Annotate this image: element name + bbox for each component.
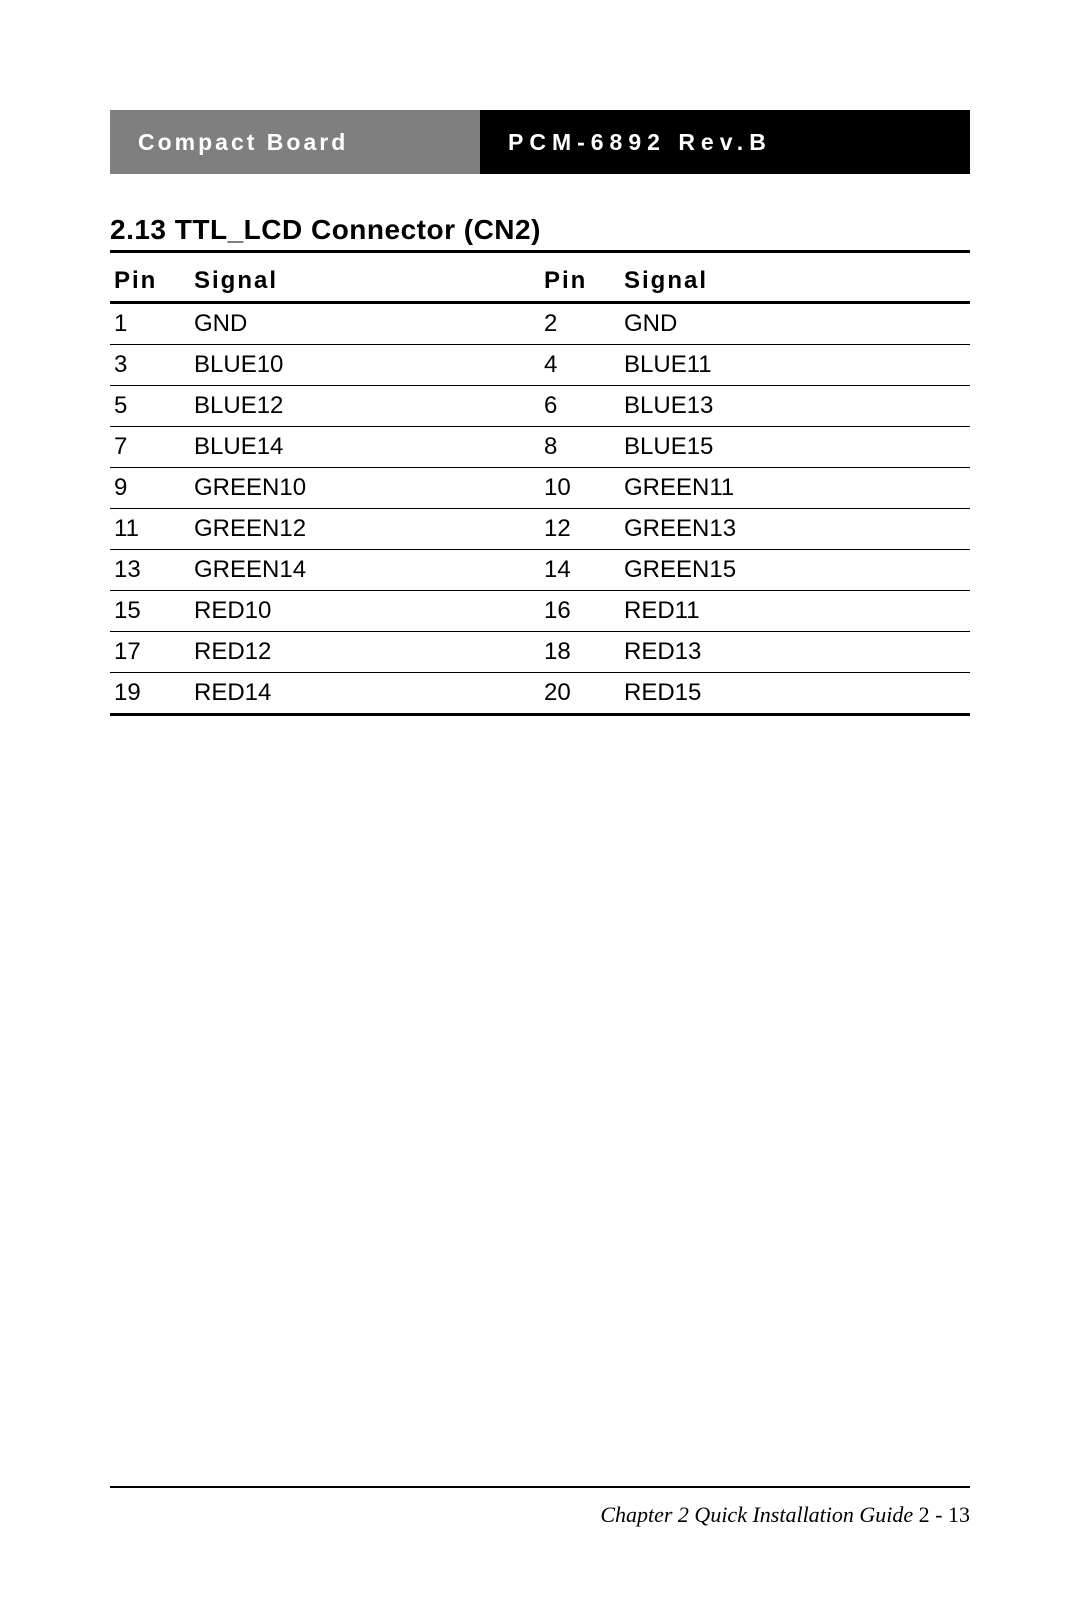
table-row: 15RED1016RED11 [110, 591, 970, 632]
col-header-signal-1: Signal [190, 261, 540, 303]
cell-pin: 7 [110, 427, 190, 468]
table-row: 7BLUE148BLUE15 [110, 427, 970, 468]
cell-pin: 18 [540, 632, 620, 673]
cell-pin: 1 [110, 303, 190, 345]
cell-pin: 9 [110, 468, 190, 509]
table-row: 17RED1218RED13 [110, 632, 970, 673]
col-header-pin-1: Pin [110, 261, 190, 303]
table-row: 3BLUE104BLUE11 [110, 345, 970, 386]
cell-signal: RED14 [190, 673, 540, 715]
cell-pin: 2 [540, 303, 620, 345]
footer: Chapter 2 Quick Installation Guide 2 - 1… [110, 1486, 970, 1528]
cell-signal: BLUE12 [190, 386, 540, 427]
cell-signal: GND [620, 303, 970, 345]
cell-signal: BLUE14 [190, 427, 540, 468]
cell-signal: BLUE10 [190, 345, 540, 386]
cell-signal: GREEN14 [190, 550, 540, 591]
table-header-row: Pin Signal Pin Signal [110, 261, 970, 303]
cell-pin: 6 [540, 386, 620, 427]
header-right: PCM-6892 Rev.B [480, 110, 970, 174]
cell-pin: 14 [540, 550, 620, 591]
cell-pin: 8 [540, 427, 620, 468]
cell-signal: GREEN15 [620, 550, 970, 591]
pin-table-body: 1GND2GND 3BLUE104BLUE11 5BLUE126BLUE13 7… [110, 303, 970, 715]
cell-pin: 19 [110, 673, 190, 715]
cell-pin: 20 [540, 673, 620, 715]
cell-pin: 3 [110, 345, 190, 386]
cell-signal: GREEN13 [620, 509, 970, 550]
table-row: 13GREEN1414GREEN15 [110, 550, 970, 591]
table-row: 11GREEN1212GREEN13 [110, 509, 970, 550]
cell-signal: BLUE15 [620, 427, 970, 468]
table-row: 5BLUE126BLUE13 [110, 386, 970, 427]
cell-signal: GND [190, 303, 540, 345]
cell-signal: BLUE11 [620, 345, 970, 386]
table-row: 19RED1420RED15 [110, 673, 970, 715]
cell-pin: 13 [110, 550, 190, 591]
cell-signal: GREEN10 [190, 468, 540, 509]
cell-signal: RED11 [620, 591, 970, 632]
cell-pin: 16 [540, 591, 620, 632]
cell-pin: 5 [110, 386, 190, 427]
footer-page-number: 2 - 13 [919, 1502, 970, 1527]
cell-pin: 11 [110, 509, 190, 550]
section-title: 2.13 TTL_LCD Connector (CN2) [110, 214, 970, 253]
cell-pin: 17 [110, 632, 190, 673]
cell-pin: 15 [110, 591, 190, 632]
cell-pin: 10 [540, 468, 620, 509]
cell-signal: RED13 [620, 632, 970, 673]
footer-text: Chapter 2 Quick Installation Guide 2 - 1… [110, 1502, 970, 1528]
footer-chapter: Chapter 2 Quick Installation Guide [600, 1502, 918, 1527]
cell-signal: GREEN12 [190, 509, 540, 550]
cell-signal: GREEN11 [620, 468, 970, 509]
footer-rule [110, 1486, 970, 1488]
page: Compact Board PCM-6892 Rev.B 2.13 TTL_LC… [0, 0, 1080, 1618]
cell-signal: BLUE13 [620, 386, 970, 427]
cell-pin: 4 [540, 345, 620, 386]
cell-pin: 12 [540, 509, 620, 550]
cell-signal: RED15 [620, 673, 970, 715]
col-header-pin-2: Pin [540, 261, 620, 303]
col-header-signal-2: Signal [620, 261, 970, 303]
table-row: 1GND2GND [110, 303, 970, 345]
cell-signal: RED12 [190, 632, 540, 673]
cell-signal: RED10 [190, 591, 540, 632]
pin-table: Pin Signal Pin Signal 1GND2GND 3BLUE104B… [110, 261, 970, 716]
header-left: Compact Board [110, 110, 480, 174]
header-bar: Compact Board PCM-6892 Rev.B [110, 110, 970, 174]
table-row: 9GREEN1010GREEN11 [110, 468, 970, 509]
